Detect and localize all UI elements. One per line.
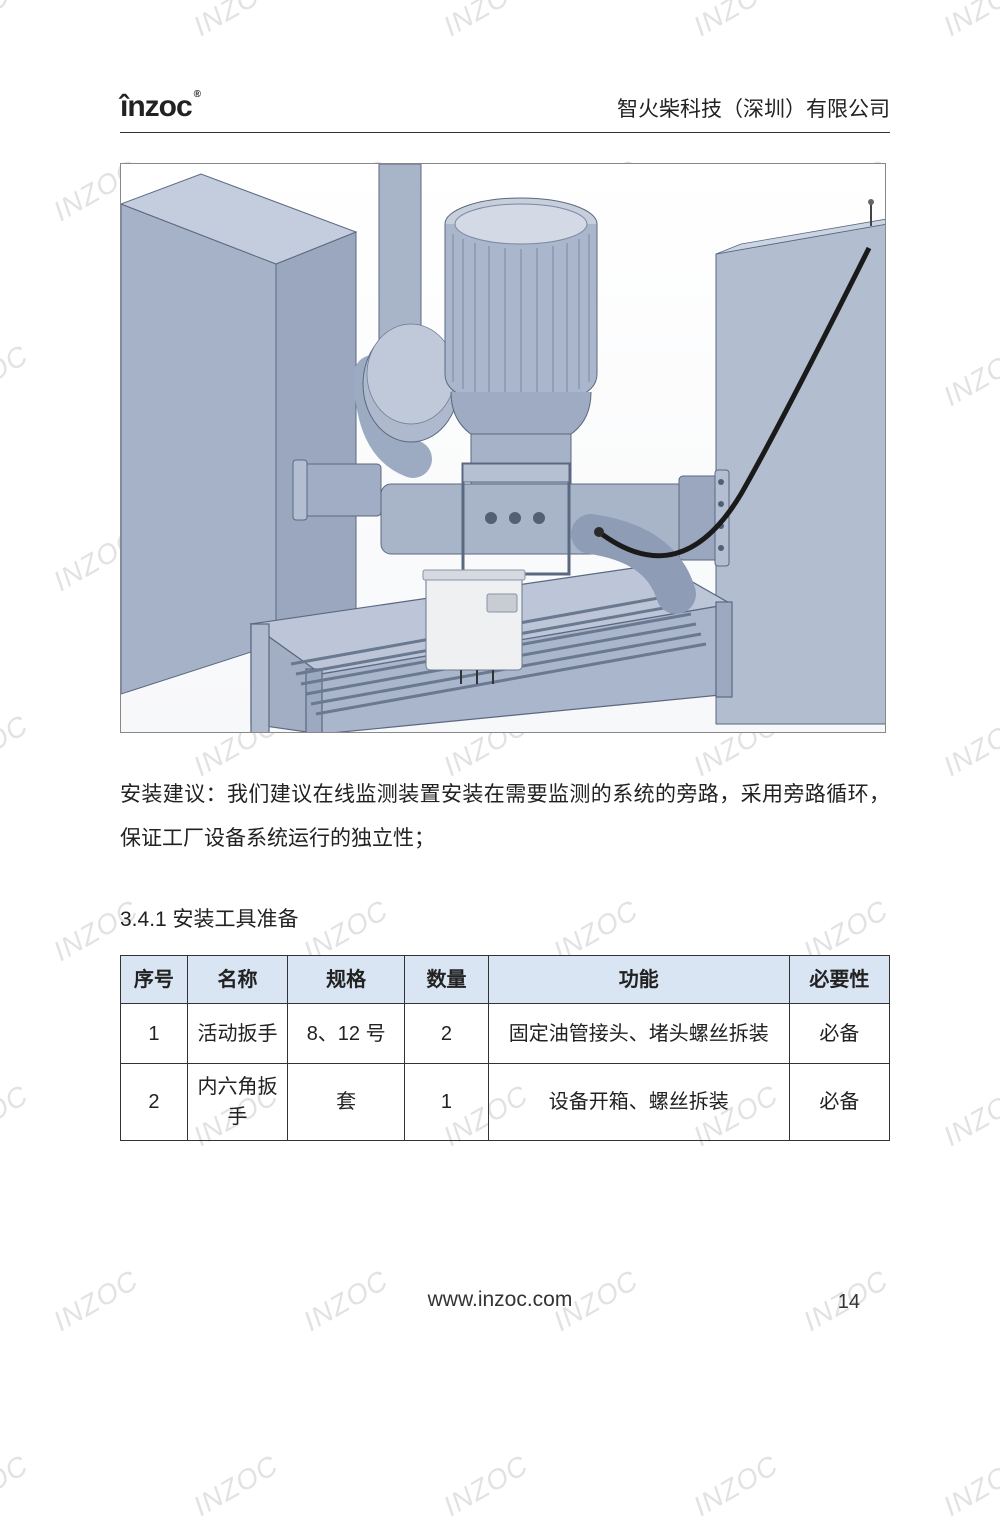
- table-cell: 必备: [789, 1064, 889, 1141]
- page-header: înzoc® 智火柴科技（深圳）有限公司: [120, 90, 890, 133]
- table-cell: 套: [288, 1064, 405, 1141]
- logo: înzoc®: [120, 90, 198, 124]
- equipment-svg: [121, 164, 886, 733]
- table-cell: 固定油管接头、堵头螺丝拆装: [488, 1004, 789, 1064]
- table-cell: 内六角扳手: [187, 1064, 287, 1141]
- table-header-cell: 名称: [187, 956, 287, 1004]
- table-cell: 1: [121, 1004, 188, 1064]
- table-cell: 设备开箱、螺丝拆装: [488, 1064, 789, 1141]
- table-cell: 必备: [789, 1004, 889, 1064]
- page-number: 14: [838, 1291, 860, 1314]
- company-name: 智火柴科技（深圳）有限公司: [617, 93, 890, 123]
- logo-reg-mark: ®: [194, 89, 200, 100]
- table-row: 1活动扳手8、12 号2固定油管接头、堵头螺丝拆装必备: [121, 1004, 890, 1064]
- table-cell: 1: [405, 1064, 489, 1141]
- body-paragraph: 安装建议：我们建议在线监测装置安装在需要监测的系统的旁路，采用旁路循环，保证工厂…: [120, 773, 890, 861]
- table-header-cell: 功能: [488, 956, 789, 1004]
- table-header-cell: 必要性: [789, 956, 889, 1004]
- table-row: 2内六角扳手套1设备开箱、螺丝拆装必备: [121, 1064, 890, 1141]
- table-cell: 8、12 号: [288, 1004, 405, 1064]
- tools-table: 序号名称规格数量功能必要性 1活动扳手8、12 号2固定油管接头、堵头螺丝拆装必…: [120, 955, 890, 1141]
- table-header-row: 序号名称规格数量功能必要性: [121, 956, 890, 1004]
- table-header-cell: 规格: [288, 956, 405, 1004]
- table-header-cell: 数量: [405, 956, 489, 1004]
- table-cell: 2: [121, 1064, 188, 1141]
- equipment-figure: [120, 163, 886, 733]
- section-heading: 3.4.1 安装工具准备: [120, 903, 890, 933]
- table-cell: 活动扳手: [187, 1004, 287, 1064]
- logo-text: înzoc: [120, 90, 192, 123]
- table-header-cell: 序号: [121, 956, 188, 1004]
- table-cell: 2: [405, 1004, 489, 1064]
